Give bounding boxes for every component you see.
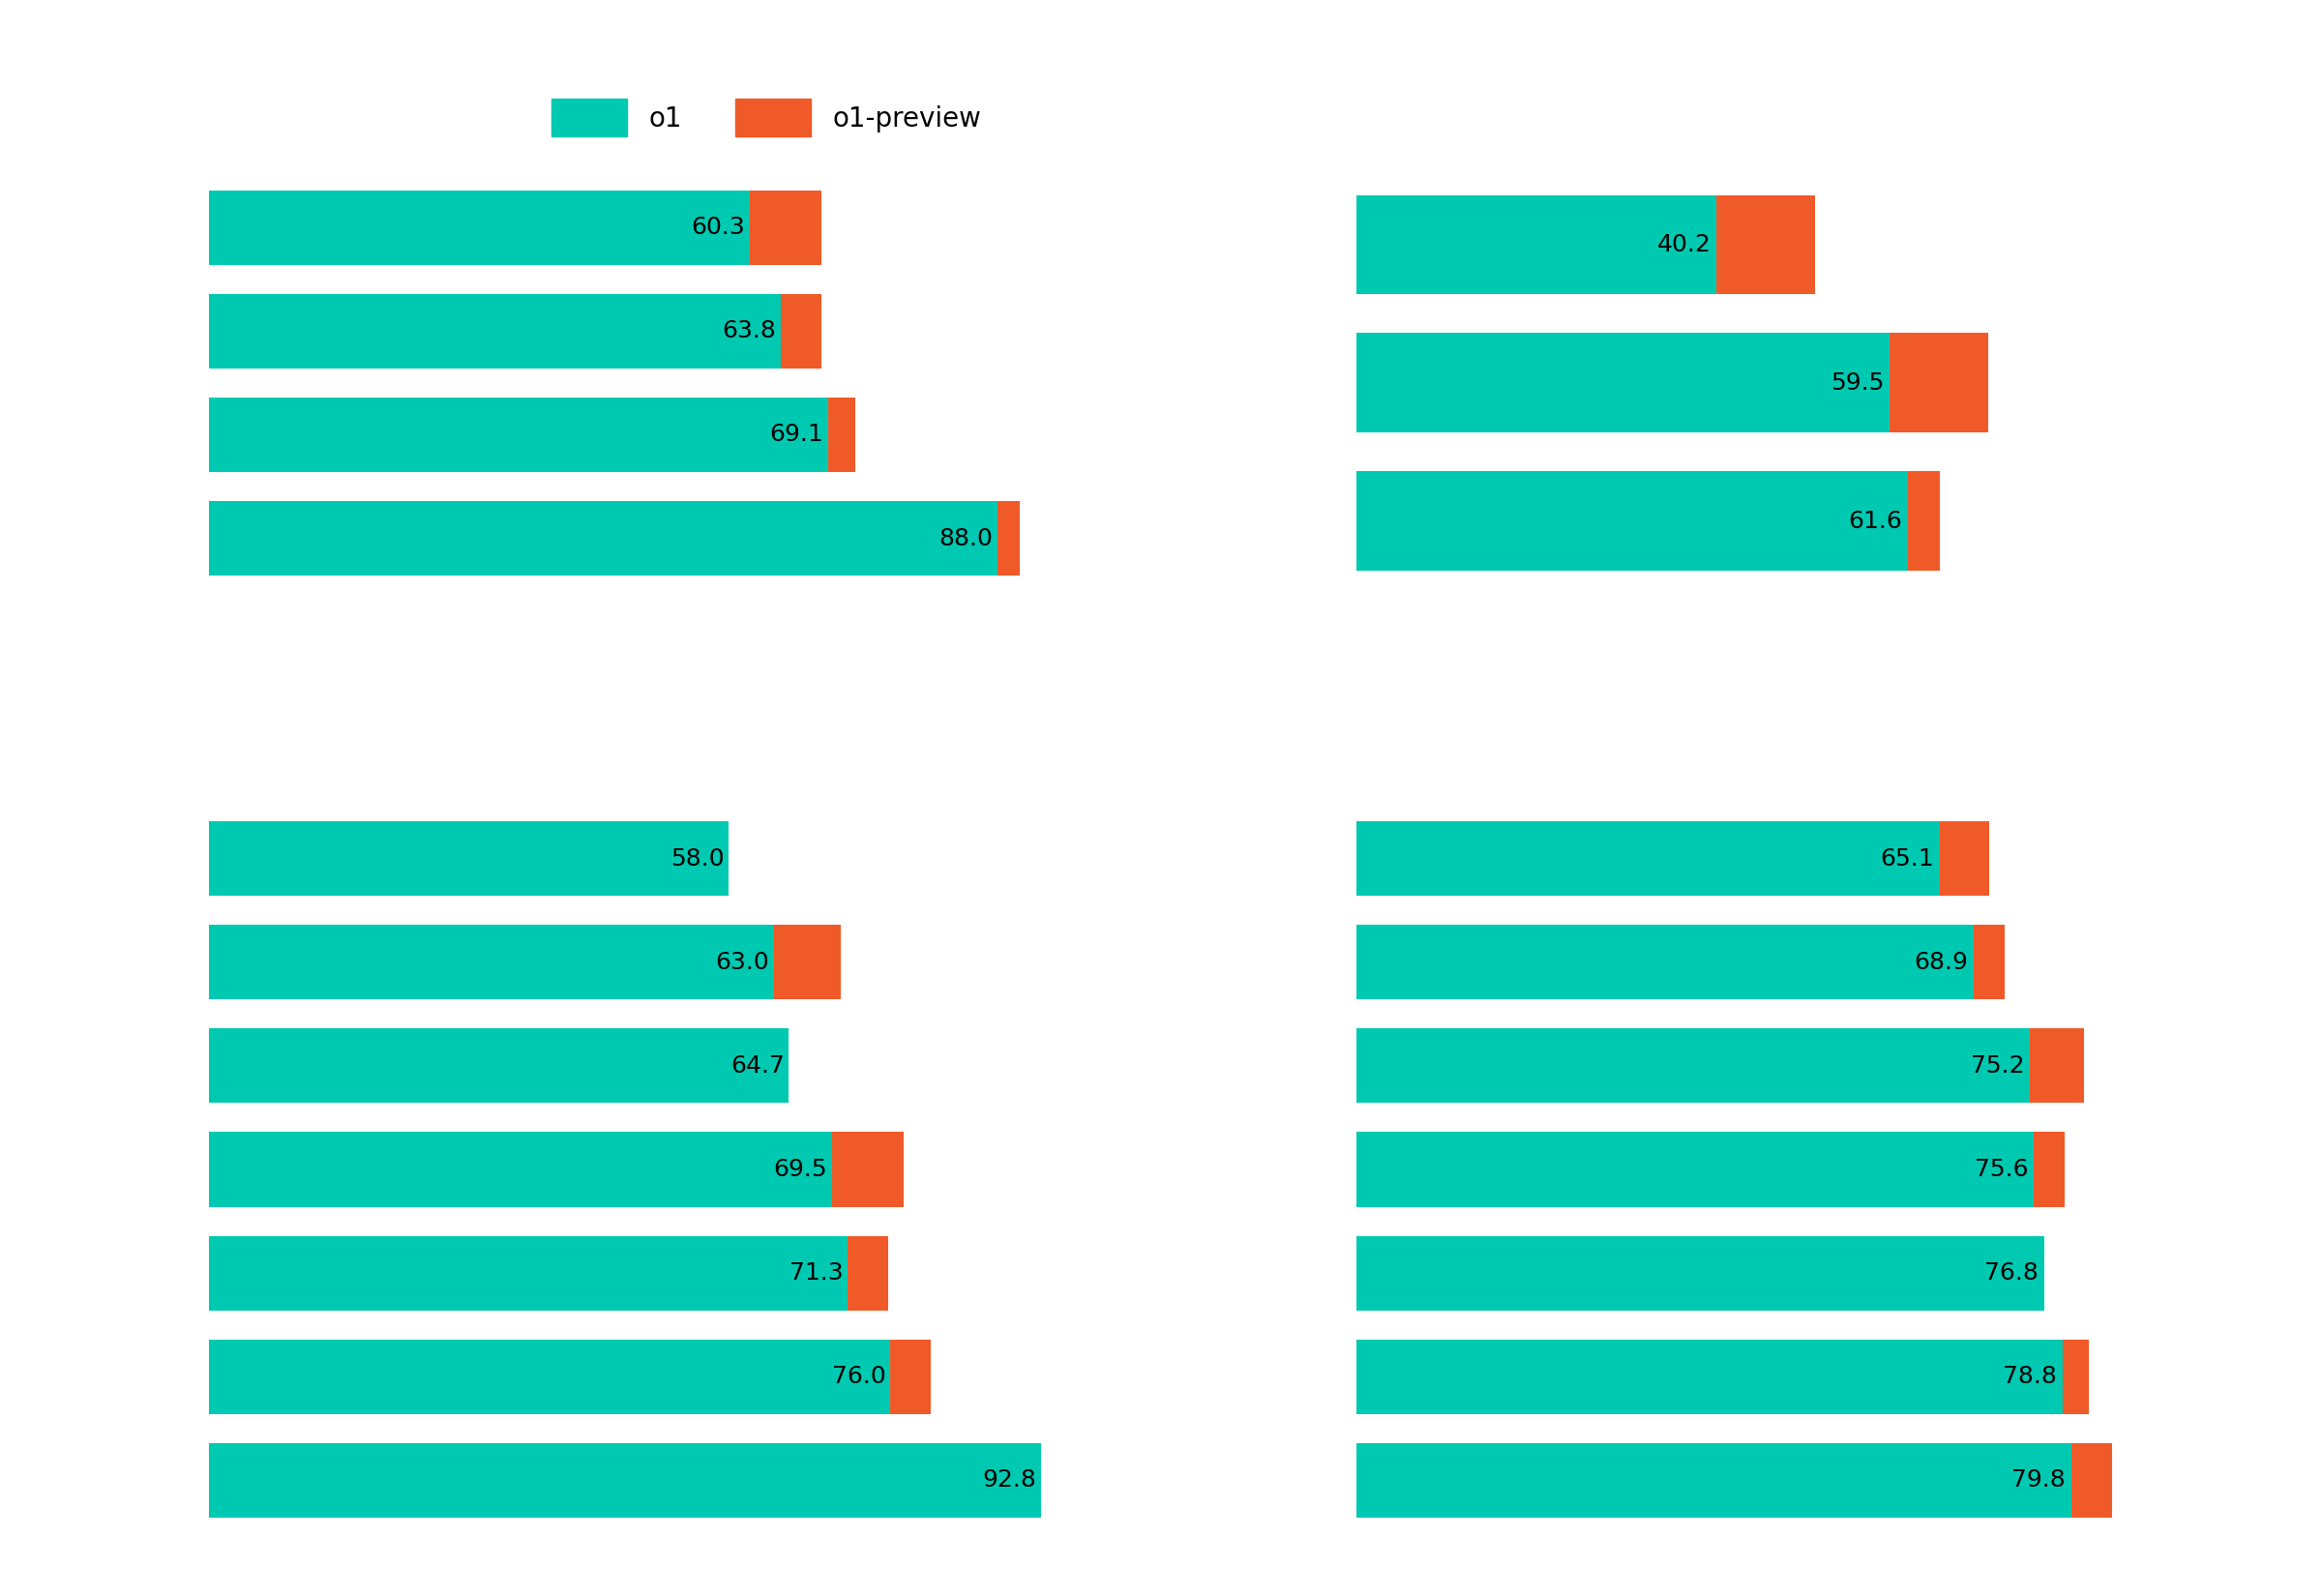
- Bar: [848, 1235, 889, 1310]
- Bar: [889, 1339, 931, 1414]
- Bar: [209, 924, 773, 999]
- Legend: o1, o1-preview: o1, o1-preview: [539, 85, 994, 150]
- Bar: [1356, 1028, 2029, 1103]
- Text: 64.7: 64.7: [731, 1055, 785, 1077]
- Text: 69.5: 69.5: [773, 1157, 827, 1181]
- Text: 76.0: 76.0: [831, 1365, 885, 1389]
- Bar: [1356, 1235, 2043, 1310]
- Text: 59.5: 59.5: [1830, 372, 1883, 394]
- Bar: [1939, 822, 1990, 895]
- Bar: [1356, 1132, 2034, 1207]
- Bar: [209, 1443, 1040, 1518]
- Bar: [209, 1132, 831, 1207]
- Text: 63.8: 63.8: [722, 319, 776, 343]
- Text: 92.8: 92.8: [982, 1468, 1036, 1492]
- Bar: [209, 1028, 789, 1103]
- Text: 65.1: 65.1: [1881, 847, 1934, 870]
- Text: 75.6: 75.6: [1974, 1157, 2027, 1181]
- Text: 68.9: 68.9: [1913, 951, 1969, 974]
- Bar: [829, 397, 854, 472]
- Bar: [2062, 1339, 2090, 1414]
- Bar: [1356, 471, 1909, 571]
- Bar: [1890, 334, 1988, 433]
- Text: 69.1: 69.1: [771, 423, 824, 447]
- Bar: [209, 822, 729, 895]
- Bar: [1356, 822, 1939, 895]
- Bar: [209, 397, 829, 472]
- Bar: [209, 1235, 848, 1310]
- Bar: [209, 1339, 889, 1414]
- Bar: [209, 190, 750, 265]
- Bar: [773, 924, 841, 999]
- Bar: [1909, 471, 1939, 571]
- Bar: [2071, 1443, 2111, 1518]
- Text: 63.0: 63.0: [715, 951, 769, 974]
- Text: 88.0: 88.0: [938, 527, 994, 551]
- Bar: [2029, 1028, 2083, 1103]
- Bar: [831, 1132, 903, 1207]
- Text: 76.8: 76.8: [1985, 1261, 2039, 1285]
- Text: 71.3: 71.3: [789, 1261, 843, 1285]
- Text: 58.0: 58.0: [671, 847, 724, 870]
- Text: 61.6: 61.6: [1848, 509, 1902, 533]
- Bar: [780, 294, 822, 369]
- Bar: [1356, 334, 1890, 433]
- Bar: [2034, 1132, 2064, 1207]
- Bar: [750, 190, 822, 265]
- Bar: [1356, 1339, 2062, 1414]
- Bar: [209, 294, 780, 369]
- Text: 60.3: 60.3: [692, 215, 745, 239]
- Bar: [1974, 924, 2004, 999]
- Text: 78.8: 78.8: [2002, 1365, 2057, 1389]
- Bar: [1356, 195, 1716, 294]
- Text: 79.8: 79.8: [2011, 1468, 2067, 1492]
- Text: 75.2: 75.2: [1971, 1055, 2025, 1077]
- Bar: [998, 501, 1019, 576]
- Bar: [1356, 924, 1974, 999]
- Bar: [1716, 195, 1816, 294]
- Bar: [1356, 1443, 2071, 1518]
- Bar: [209, 501, 998, 576]
- Text: 40.2: 40.2: [1656, 233, 1711, 257]
